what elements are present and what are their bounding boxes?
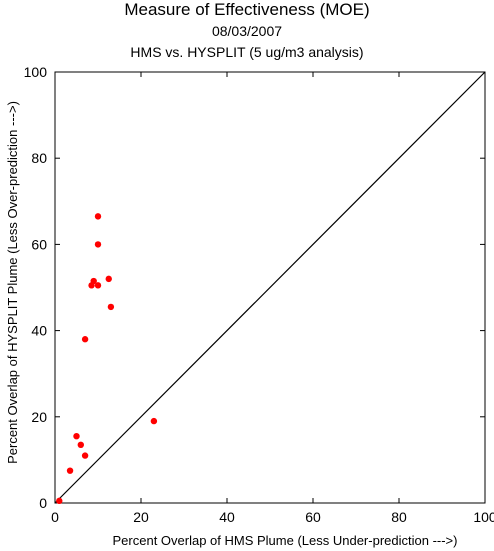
y-tick-label: 100 (24, 64, 48, 80)
one-to-one-reference-line (54, 71, 486, 504)
data-point (81, 336, 89, 343)
y-tick-label: 0 (39, 495, 47, 511)
x-tick-label: 80 (391, 509, 407, 525)
x-tick-label: 60 (305, 509, 321, 525)
data-point (107, 303, 115, 311)
x-tick-label: 100 (473, 509, 494, 525)
data-point (81, 452, 89, 459)
tick-labels-layer: 00 20 20 40 40 60 60 80 80 100 100 (24, 64, 494, 525)
data-point (150, 417, 158, 425)
data-point (94, 282, 102, 289)
y-tick-label: 20 (31, 409, 47, 425)
chart-subtitle: HMS vs. HYSPLIT (5 ug/m3 analysis) (130, 44, 364, 60)
x-tick-label: 40 (219, 509, 235, 525)
data-point (90, 277, 97, 285)
chart-title: Measure of Effectiveness (MOE) (124, 0, 370, 19)
x-tick-label: 20 (133, 509, 149, 525)
x-tick-label: 0 (51, 509, 59, 525)
y-axis-label: Percent Overlap of HYSPLIT Plume (Less O… (5, 101, 20, 464)
data-point (77, 441, 85, 449)
data-point (73, 432, 80, 440)
data-point (94, 213, 102, 220)
points-layer (56, 213, 158, 505)
data-point (105, 275, 112, 283)
y-tick-label: 40 (31, 323, 47, 339)
y-tick-label: 60 (31, 236, 47, 252)
y-tick-label: 80 (31, 150, 47, 166)
data-point (94, 241, 102, 248)
plot-frame (54, 71, 486, 504)
data-point (66, 467, 74, 474)
x-axis-label: Percent Overlap of HMS Plume (Less Under… (113, 533, 458, 548)
chart-date: 08/03/2007 (211, 23, 283, 39)
data-point (56, 497, 63, 505)
